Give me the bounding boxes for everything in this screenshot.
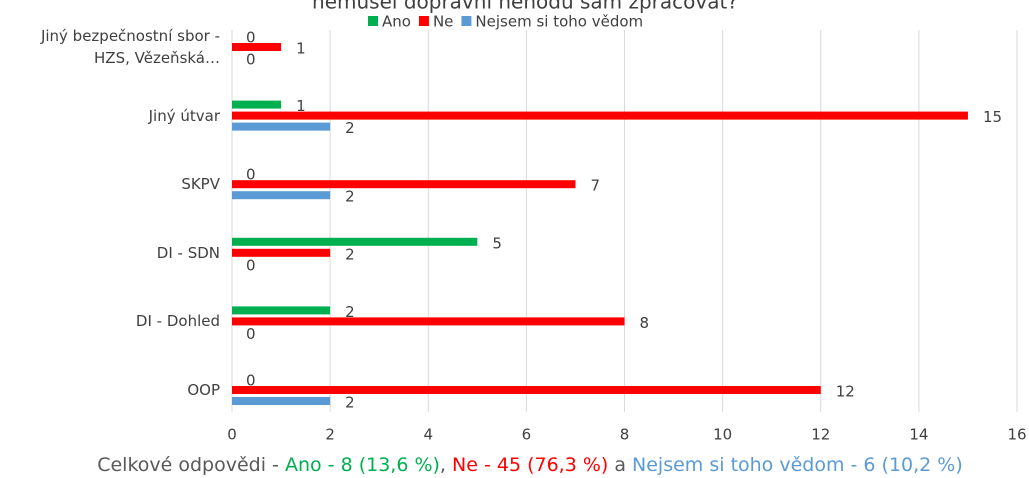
- footnote-part: Celkové odpovědi -: [97, 454, 285, 476]
- bar: [232, 317, 625, 326]
- data-label: 5: [492, 234, 502, 252]
- bar: [232, 397, 331, 405]
- y-tick-label: DI - SDN: [156, 243, 220, 262]
- data-label: 8: [640, 314, 650, 332]
- category-label-box: DI - Dohled: [135, 312, 220, 331]
- data-label: 0: [246, 166, 256, 184]
- data-label: 2: [345, 245, 355, 263]
- footnote-part: a: [608, 454, 632, 476]
- data-label: 2: [345, 303, 355, 321]
- bar: [232, 306, 331, 315]
- y-tick-label: Jiný bezpečnostní sbor - HZS, Vězeňská…: [40, 27, 220, 67]
- data-label: 7: [590, 177, 600, 195]
- bar: [232, 248, 331, 257]
- bar: [232, 100, 282, 109]
- bar: [232, 180, 576, 189]
- bar: [232, 111, 968, 120]
- data-label: 0: [246, 29, 256, 47]
- x-tick-label: 10: [713, 426, 732, 444]
- data-label: 2: [345, 119, 355, 137]
- footnote: Celkové odpovědi - Ano - 8 (13,6 %), Ne …: [97, 454, 963, 476]
- data-label: 1: [296, 97, 306, 115]
- data-label: 2: [345, 394, 355, 412]
- y-tick-label: SKPV: [181, 175, 220, 194]
- bar: [232, 386, 821, 394]
- bar: [232, 191, 331, 200]
- legend-swatch: [368, 16, 378, 26]
- footnote-part: Nejsem si toho vědom - 6 (10,2 %): [632, 454, 963, 476]
- y-tick-label: OOP: [187, 381, 220, 399]
- x-tick-label: 14: [909, 426, 928, 444]
- footnote-part: ,: [440, 454, 452, 476]
- x-tick-label: 2: [325, 426, 335, 444]
- legend-swatch: [461, 16, 472, 26]
- bar: [232, 43, 282, 51]
- data-label: 0: [246, 51, 256, 69]
- x-tick-label: 0: [227, 426, 237, 444]
- x-tick-label: 12: [811, 426, 830, 444]
- legend-label: Nejsem si toho vědom: [475, 13, 643, 31]
- data-label: 0: [246, 372, 256, 390]
- bar: [232, 122, 331, 131]
- y-tick-label: Jiný útvar: [148, 106, 220, 125]
- category-label-box: DI - SDN: [156, 243, 220, 262]
- legend: Ano Ne Nejsem si toho vědom: [368, 13, 643, 31]
- data-label: 2: [345, 188, 355, 206]
- data-label: 1: [296, 40, 306, 58]
- legend-swatch: [418, 16, 429, 26]
- y-tick-label: DI - Dohled: [135, 312, 220, 331]
- data-label: 12: [836, 383, 855, 401]
- category-label-box: SKPV: [181, 175, 220, 194]
- x-tick-label: 4: [423, 426, 433, 444]
- x-tick-label: 6: [522, 426, 532, 444]
- category-label-box: OOP: [187, 381, 220, 399]
- footnote-part: Ano - 8 (13,6 %): [285, 454, 440, 476]
- data-label: 15: [983, 108, 1002, 126]
- footnote-part: Ne - 45 (76,3 %): [452, 454, 608, 476]
- data-label: 0: [246, 256, 256, 274]
- x-tick-label: 8: [620, 426, 630, 444]
- category-label-box: Jiný útvar: [148, 106, 220, 125]
- legend-label: Ano: [382, 13, 411, 31]
- legend-label: Ne: [433, 13, 453, 31]
- x-tick-label: 16: [1007, 426, 1026, 444]
- bar: [232, 237, 478, 246]
- chart-title: nemusel dopravní nehodu sám zpracovat?: [312, 0, 738, 14]
- category-label-box: Jiný bezpečnostní sbor - HZS, Vězeňská…: [40, 27, 220, 67]
- data-label: 0: [246, 325, 256, 343]
